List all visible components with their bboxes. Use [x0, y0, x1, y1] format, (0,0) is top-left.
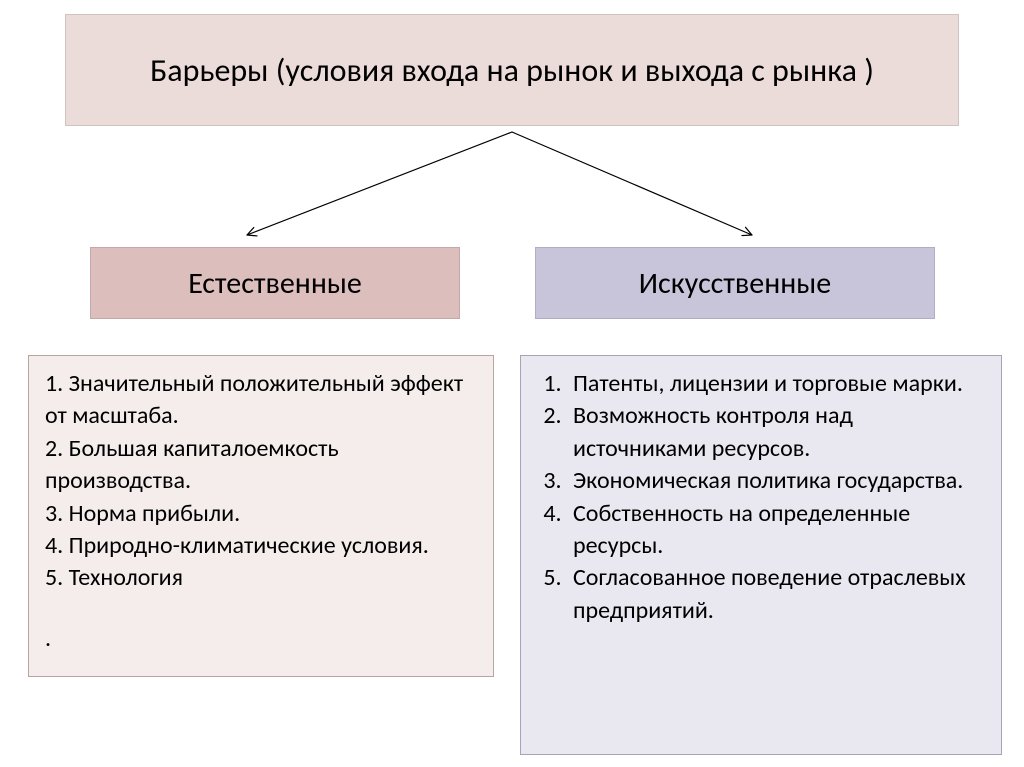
branch-right-header: Искусственные [535, 247, 935, 319]
list-item: 2. Большая капиталоемкость производства. [45, 433, 477, 498]
list-item: Возможность контроля над источниками рес… [567, 400, 985, 465]
diagram-title-text: Барьеры (условия входа на рынок и выхода… [150, 51, 874, 90]
list-item: Экономическая политика государства. [567, 465, 985, 497]
branch-left-header: Естественные [90, 247, 460, 319]
trailing-dot: . [45, 623, 477, 655]
branch-left-content: 1. Значительный положительный эффект от … [28, 355, 494, 677]
list-item: 5. Технология [45, 562, 477, 594]
ordered-list: Патенты, лицензии и торговые марки. Возм… [537, 368, 985, 627]
branch-right-content: Патенты, лицензии и торговые марки. Возм… [520, 355, 1002, 755]
branch-left-header-text: Естественные [188, 265, 362, 302]
list-item: 3. Норма прибыли. [45, 498, 477, 530]
list-item: 1. Значительный положительный эффект от … [45, 368, 477, 433]
list-item: Собственность на определенные ресурсы. [567, 498, 985, 563]
diagram-title-box: Барьеры (условия входа на рынок и выхода… [65, 14, 959, 126]
list-item: Патенты, лицензии и торговые марки. [567, 368, 985, 400]
branch-right-header-text: Искусственные [639, 265, 831, 302]
list-item: Согласованное поведение отраслевых предп… [567, 562, 985, 627]
branch-arrows [227, 112, 772, 255]
list-item: 4. Природно-климатические условия. [45, 530, 477, 562]
